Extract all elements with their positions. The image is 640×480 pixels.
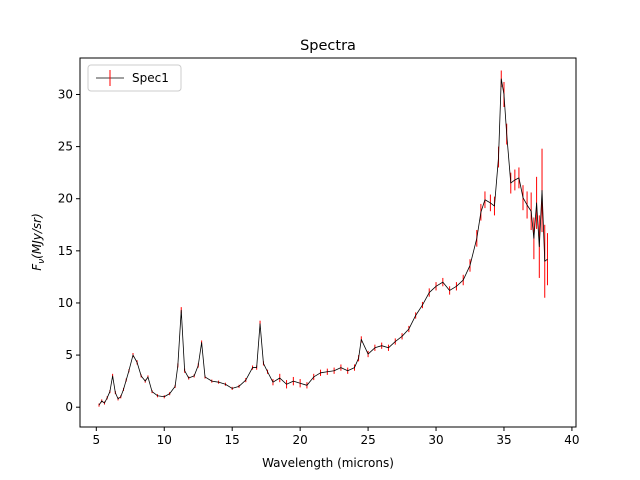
x-tick-label: 10 — [157, 433, 172, 447]
x-tick-label: 30 — [428, 433, 443, 447]
y-axis-label: Fν(MJy/sr) — [30, 213, 47, 271]
x-tick-label: 35 — [496, 433, 511, 447]
spectrum-line — [98, 78, 548, 406]
y-tick-label: 15 — [58, 244, 73, 258]
y-tick-label: 10 — [58, 296, 73, 310]
series-spec1 — [98, 70, 548, 407]
y-axis-label-main: F — [30, 263, 44, 271]
y-tick-label: 5 — [65, 348, 73, 362]
y-tick-label: 20 — [58, 192, 73, 206]
y-tick-label: 25 — [58, 140, 73, 154]
plot-frame — [79, 57, 577, 428]
legend-box — [87, 64, 182, 92]
y-axis: 0 5 10 15 20 25 30 — [58, 87, 80, 414]
x-tick-label: 20 — [293, 433, 308, 447]
legend: Spec1 — [87, 64, 182, 92]
x-axis-label: Wavelength (microns) — [262, 456, 394, 470]
x-tick-label: 40 — [564, 433, 579, 447]
x-axis: 5 10 15 20 25 30 35 40 — [92, 427, 580, 447]
y-tick-label: 0 — [65, 400, 73, 414]
legend-label-spec1: Spec1 — [132, 71, 169, 85]
x-tick-label: 15 — [225, 433, 240, 447]
y-axis-label-units: (MJy/sr) — [30, 213, 44, 259]
x-tick-label: 25 — [360, 433, 375, 447]
y-axis-label-subscript: ν — [37, 259, 47, 264]
plot-area — [98, 70, 548, 407]
x-tick-label: 5 — [92, 433, 100, 447]
y-tick-label: 30 — [58, 87, 73, 101]
chart-title: Spectra — [300, 38, 356, 54]
